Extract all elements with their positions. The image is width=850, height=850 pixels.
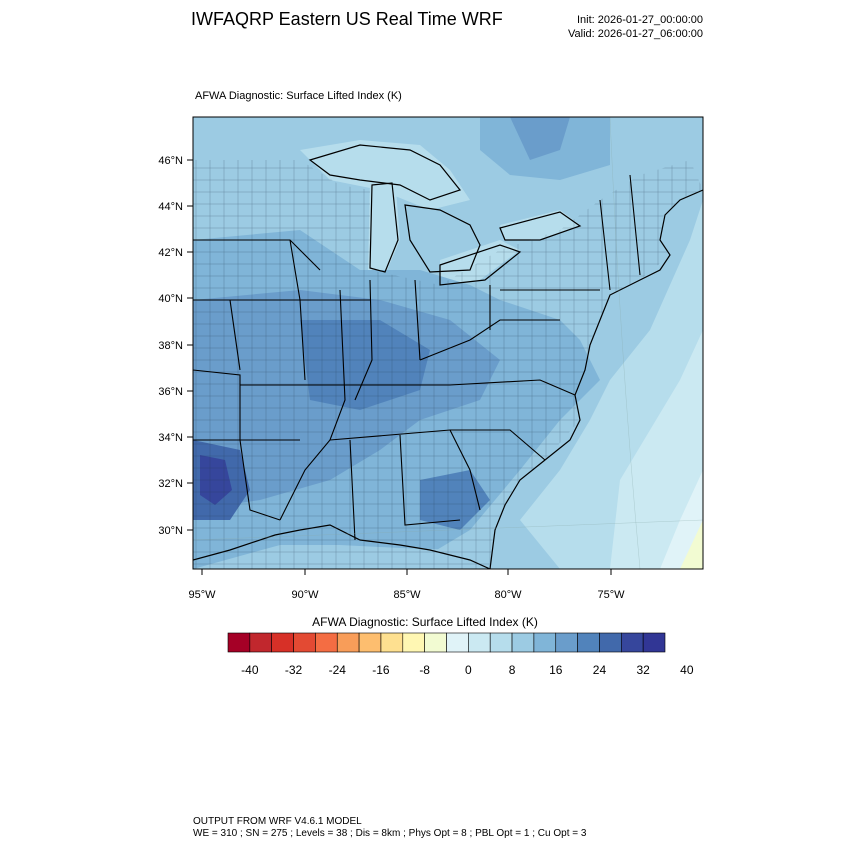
valid-time: Valid: 2026-01-27_06:00:00 (568, 28, 703, 40)
colorbar-swatch (577, 632, 600, 653)
colorbar-swatch (468, 632, 491, 653)
footer-model-line: OUTPUT FROM WRF V4.6.1 MODEL (193, 816, 362, 827)
colorbar-swatch (380, 632, 404, 653)
colorbar-swatch (533, 632, 557, 653)
colorbar-tick-label: -32 (285, 663, 303, 677)
lat-tick-label: 40°N (158, 293, 183, 305)
colorbar-swatch (424, 632, 447, 653)
colorbar-swatch (599, 632, 622, 653)
colorbar-tick-label: -16 (372, 663, 390, 677)
colorbar-title: AFWA Diagnostic: Surface Lifted Index (K… (312, 615, 538, 629)
lifted-index-field (193, 117, 703, 569)
lat-tick-label: 36°N (158, 386, 183, 398)
latitude-axis: 46°N 44°N 42°N 40°N 38°N 36°N 34°N 32°N 30°N (158, 155, 193, 537)
lat-tick-label: 44°N (158, 201, 183, 213)
plot-frame (192, 116, 704, 570)
colorbar-swatch (555, 632, 578, 653)
colorbar-tick-label: 16 (549, 663, 563, 677)
colorbar-swatch (620, 632, 644, 653)
colorbar-tick-label: 32 (636, 663, 650, 677)
colorbar-tick-label: 40 (680, 663, 694, 677)
colorbar-tick-label: -24 (329, 663, 347, 677)
lon-tick-label: 80°W (494, 589, 522, 601)
lat-tick-label: 38°N (158, 340, 183, 352)
init-time: Init: 2026-01-27_00:00:00 (577, 14, 703, 26)
lon-tick-label: 85°W (393, 589, 421, 601)
colorbar-swatch (446, 632, 469, 653)
lon-tick-label: 90°W (291, 589, 319, 601)
footer-config-line: WE = 310 ; SN = 275 ; Levels = 38 ; Dis … (193, 828, 587, 839)
colorbar-tick-label: 24 (593, 663, 607, 677)
colorbar-swatch (402, 632, 425, 653)
colorbar-swatch (293, 632, 316, 653)
colorbar-swatch (227, 632, 251, 653)
colorbar-tick-label: 0 (465, 663, 472, 677)
colorbar-swatch (511, 632, 535, 653)
lat-tick-label: 46°N (158, 155, 183, 167)
lon-tick-label: 75°W (597, 589, 625, 601)
plot-subtitle: AFWA Diagnostic: Surface Lifted Index (K… (195, 90, 402, 102)
figure-title: IWFAQRP Eastern US Real Time WRF (191, 9, 503, 29)
colorbar-swatch (642, 632, 666, 653)
colorbar-swatch (271, 632, 294, 653)
lat-tick-label: 34°N (158, 432, 183, 444)
colorbar-tick-label: 8 (509, 663, 516, 677)
colorbar-swatch (358, 632, 382, 653)
colorbar-swatch (489, 632, 513, 653)
longitude-axis: 95°W 90°W 85°W 80°W 75°W (188, 569, 625, 601)
colorbar-swatch (336, 632, 360, 653)
colorbar-swatch (249, 632, 273, 653)
lon-tick-label: 95°W (188, 589, 216, 601)
lat-tick-label: 42°N (158, 247, 183, 259)
colorbar-tick-label: -8 (419, 663, 430, 677)
lat-tick-label: 32°N (158, 478, 183, 490)
lat-tick-label: 30°N (158, 525, 183, 537)
colorbar-swatch (315, 632, 338, 653)
colorbar: -40 -32 -24 -16 -8 0 8 16 24 32 40 (227, 632, 694, 677)
colorbar-tick-label: -40 (241, 663, 259, 677)
